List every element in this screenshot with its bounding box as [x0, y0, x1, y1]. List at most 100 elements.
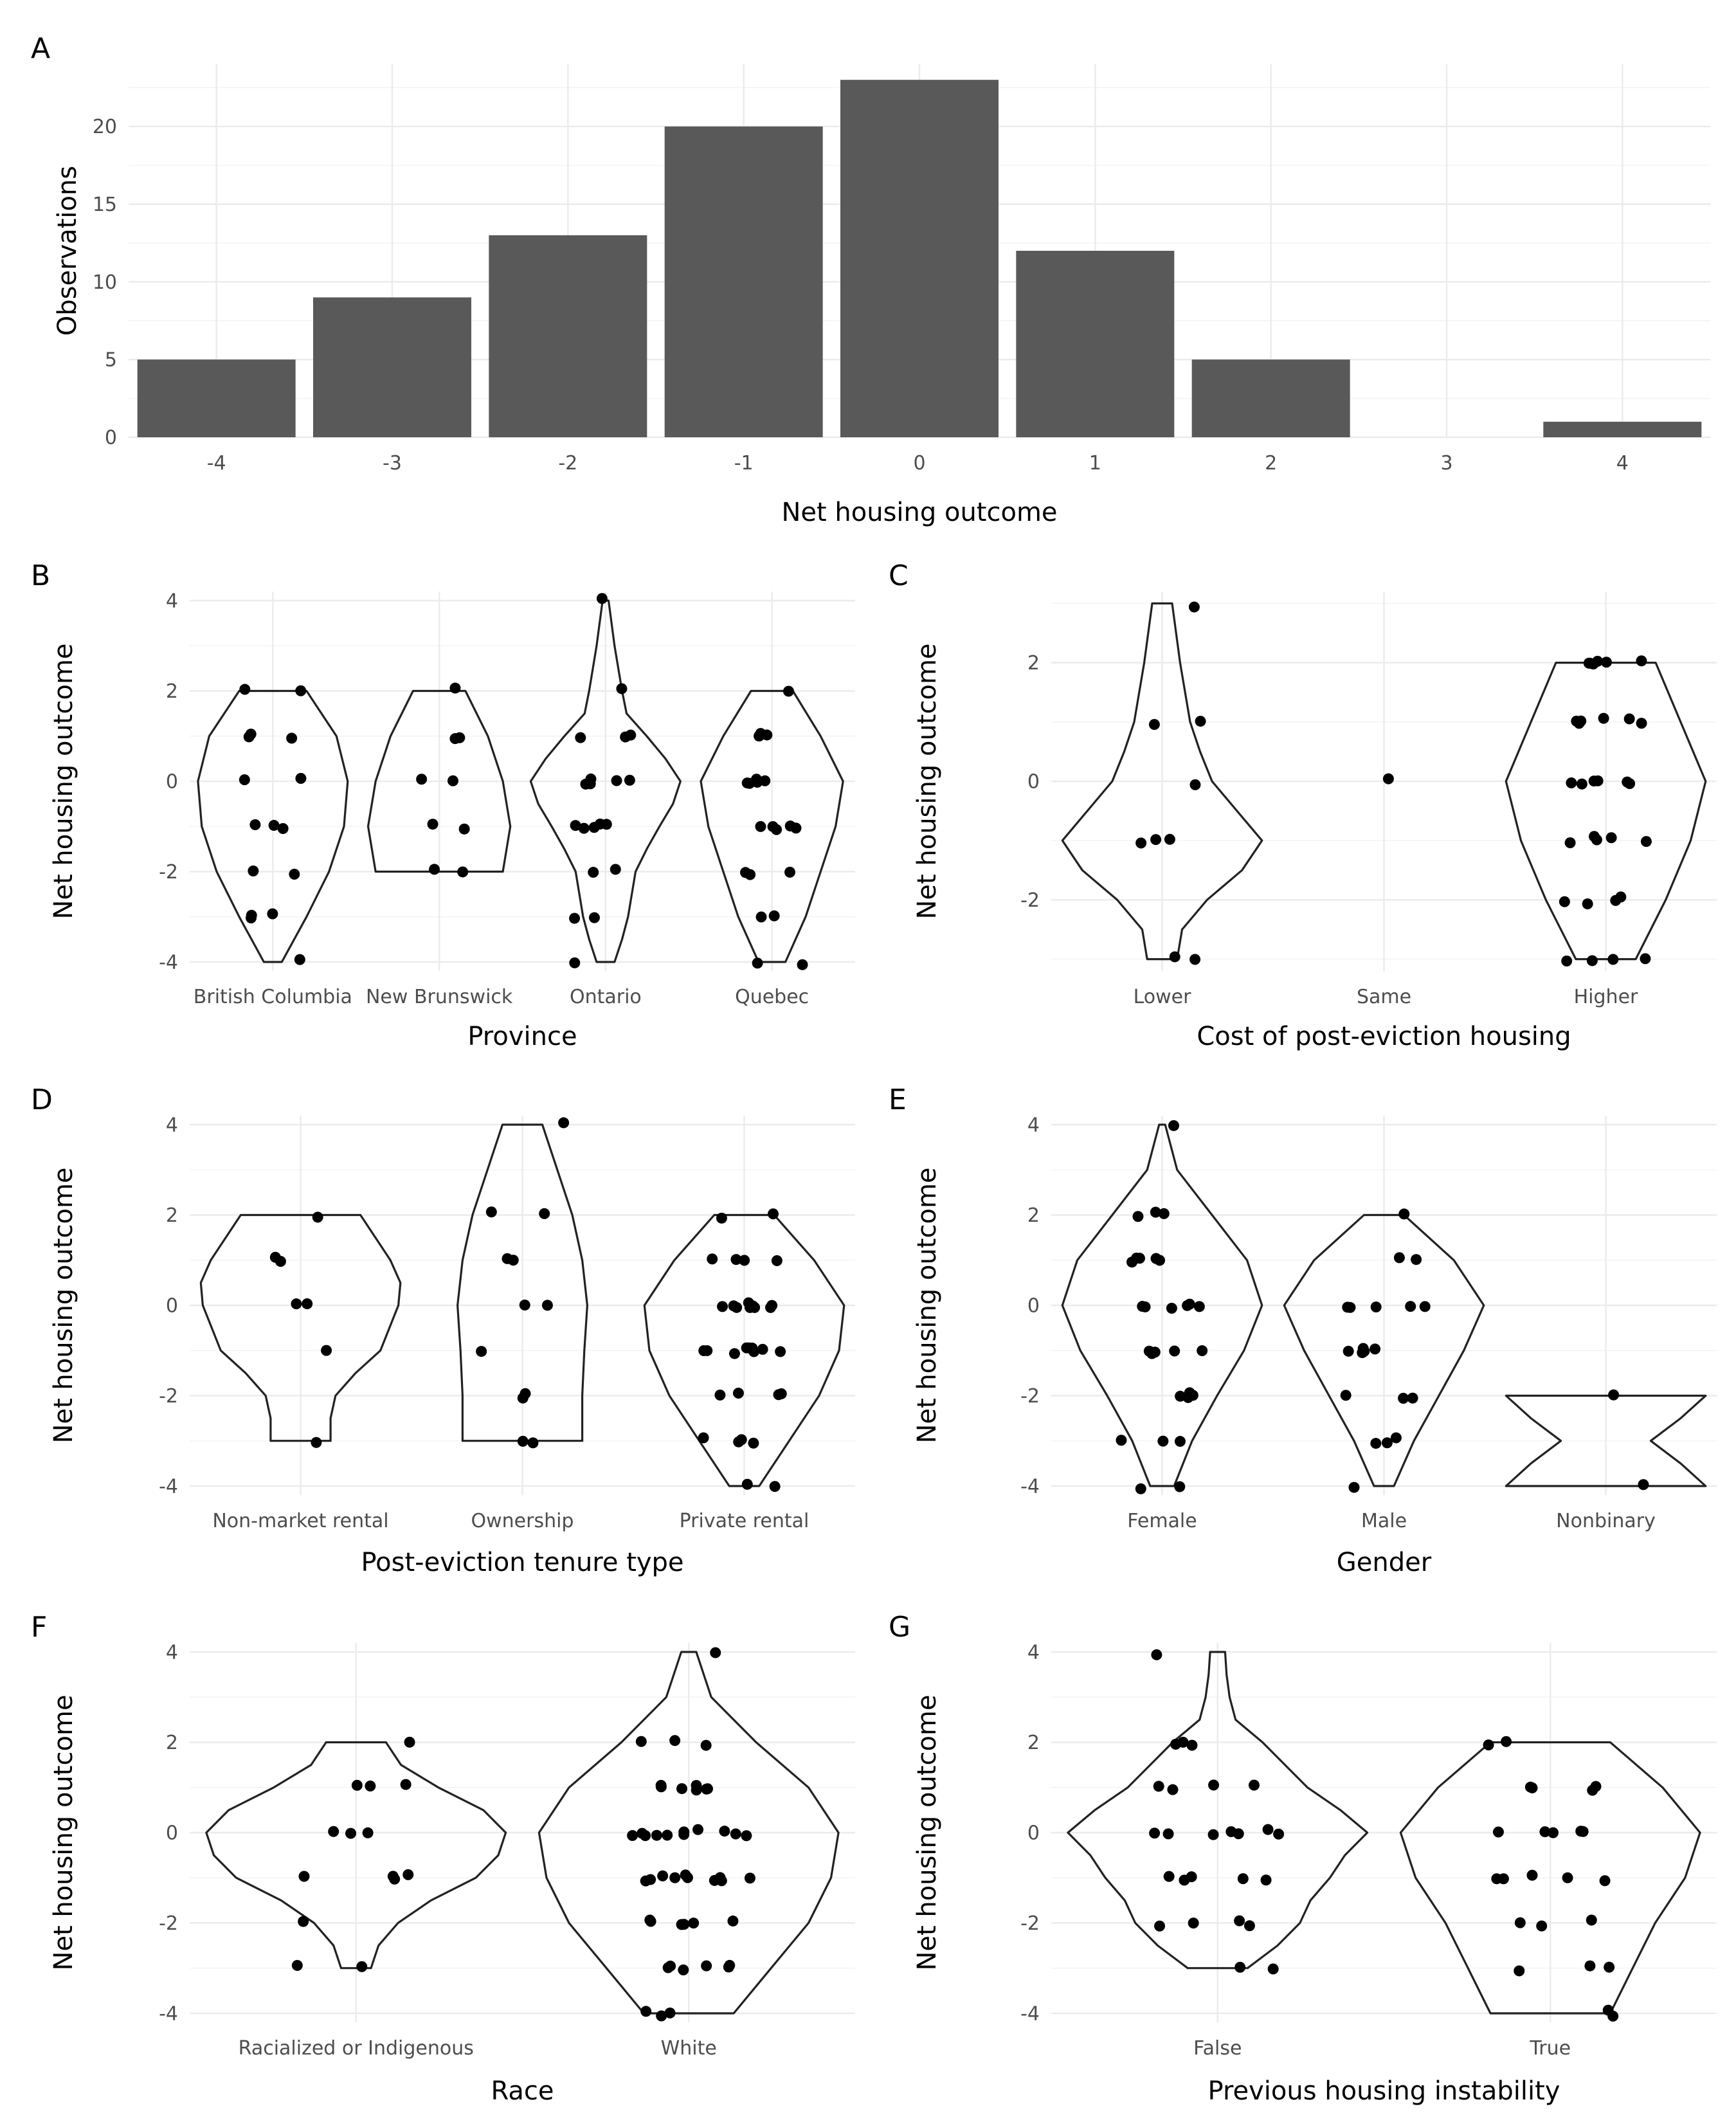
- data-point: [298, 1871, 310, 1882]
- data-point: [268, 820, 280, 831]
- data-point: [1169, 951, 1180, 963]
- data-point: [1598, 712, 1609, 724]
- y-tick-label: 0: [166, 1822, 178, 1845]
- y-axis-title: Net housing outcome: [49, 643, 78, 919]
- data-point: [569, 912, 581, 924]
- data-point: [1207, 1829, 1219, 1840]
- x-axis-title: Net housing outcome: [781, 498, 1057, 527]
- data-point: [1148, 719, 1160, 730]
- data-point: [519, 1300, 530, 1311]
- data-point: [449, 682, 461, 694]
- data-point: [655, 1781, 667, 1793]
- data-point: [698, 1432, 709, 1444]
- data-point: [768, 1208, 779, 1220]
- data-point: [757, 1343, 768, 1355]
- data-point: [502, 1253, 513, 1264]
- data-point: [790, 822, 802, 834]
- data-point: [249, 819, 261, 831]
- x-tick-label: British Columbia: [194, 986, 352, 1008]
- data-point: [727, 1915, 739, 1927]
- bar-1: [1016, 251, 1175, 437]
- data-point: [1514, 1965, 1525, 1977]
- data-point: [1590, 1781, 1602, 1792]
- data-point: [759, 775, 771, 786]
- data-point: [1483, 1739, 1494, 1751]
- violin-white: [538, 1651, 840, 2015]
- data-point: [1164, 833, 1175, 845]
- data-point: [302, 1298, 313, 1310]
- panel-B: B -4 -2 0 2 4 British Columbia New Brunswick Ont…: [31, 559, 855, 1051]
- data-point: [1640, 836, 1652, 848]
- data-point: [645, 1874, 656, 1885]
- data-point: [700, 1739, 712, 1751]
- data-point: [1607, 954, 1619, 965]
- data-point: [1491, 1873, 1503, 1885]
- data-point: [312, 1211, 323, 1223]
- data-point: [275, 1256, 286, 1267]
- data-point: [1234, 1961, 1246, 1973]
- data-point: [669, 1735, 681, 1746]
- y-tick-label: 0: [166, 771, 178, 793]
- x-axis-title: Gender: [1337, 1548, 1432, 1577]
- violin-ownership: [457, 1123, 588, 1442]
- x-tick-label: Same: [1357, 986, 1411, 1008]
- data-point: [1182, 1300, 1193, 1311]
- data-point: [624, 774, 635, 786]
- data-point: [767, 821, 779, 832]
- data-point: [1623, 713, 1635, 725]
- data-point: [728, 1300, 739, 1312]
- panel-G: G -4 -2 0 2 4 False True Previous housing instab…: [889, 1611, 1717, 2106]
- bar--3: [313, 297, 471, 437]
- panel-A: A 0 5 10 15 20 -4 -3 -2 -1 0 1 2 3 4 Net housing outcom…: [31, 32, 1710, 527]
- data-point: [1584, 657, 1596, 669]
- y-tick-label: 4: [166, 1642, 178, 1664]
- data-point: [746, 1342, 758, 1354]
- data-point: [717, 1301, 728, 1312]
- data-point: [1177, 1736, 1189, 1748]
- data-point: [1586, 955, 1598, 966]
- data-point: [1116, 1435, 1127, 1446]
- panel-label-A: A: [31, 32, 50, 65]
- data-point: [298, 1916, 309, 1927]
- y-tick-label: 0: [1027, 771, 1040, 793]
- data-point: [569, 957, 581, 968]
- data-point: [291, 1298, 302, 1310]
- data-point: [400, 1779, 411, 1790]
- panel-label-G: G: [889, 1611, 910, 1644]
- data-point: [1539, 1826, 1551, 1838]
- y-tick-label: -2: [159, 861, 178, 884]
- x-axis-title: Race: [491, 2076, 554, 2106]
- violin-quebec: [700, 689, 844, 963]
- data-point: [311, 1437, 322, 1448]
- data-point: [588, 912, 600, 923]
- data-point: [1501, 1736, 1512, 1747]
- panel-D: D -4 -2 0 2 4 Non-market rental Ownership Privat…: [31, 1084, 855, 1577]
- y-tick-label: -2: [1020, 1385, 1040, 1408]
- violin-female: [1061, 1123, 1263, 1487]
- data-point: [771, 1255, 782, 1266]
- data-point: [345, 1827, 357, 1839]
- data-point: [1132, 1211, 1144, 1222]
- data-point: [1584, 1960, 1596, 1972]
- data-point: [1564, 837, 1576, 849]
- y-axis-title: Net housing outcome: [912, 643, 942, 919]
- data-point: [755, 821, 766, 832]
- data-point: [743, 1297, 754, 1309]
- bar--4: [137, 359, 296, 437]
- x-tick-label: Female: [1127, 1510, 1197, 1532]
- data-point: [625, 729, 637, 741]
- data-point: [741, 1830, 752, 1842]
- x-tick-label: Ownership: [471, 1510, 574, 1532]
- data-point: [730, 1828, 741, 1840]
- data-point: [701, 1960, 712, 1972]
- data-point: [570, 820, 581, 831]
- data-point: [1234, 1915, 1245, 1927]
- data-point: [1186, 1739, 1198, 1751]
- data-point: [1576, 778, 1587, 790]
- data-point: [1357, 1343, 1369, 1354]
- bar--1: [664, 126, 823, 437]
- data-point: [1137, 1301, 1148, 1312]
- data-point: [1604, 1961, 1615, 1973]
